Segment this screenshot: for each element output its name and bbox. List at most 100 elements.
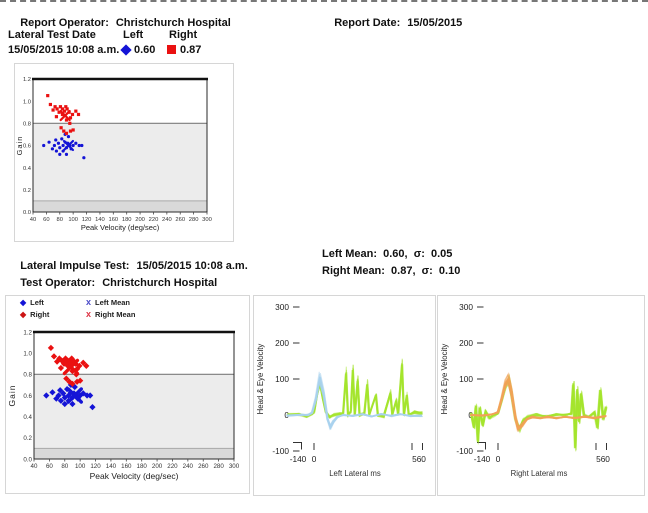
y-tick-label: 0.4 — [23, 414, 32, 421]
x-tick-label: 40 — [30, 217, 36, 223]
report-date-value: 15/05/2015 — [407, 17, 463, 29]
page-top-edge — [0, 0, 648, 2]
x-axis-label: Right Lateral ms — [511, 469, 568, 478]
legend-item-left: ◆ Left — [20, 298, 44, 307]
data-point — [54, 149, 59, 153]
summary-right-value: 0.87 — [180, 44, 202, 56]
data-point — [64, 118, 69, 122]
impulse-test: Lateral Impulse Test: 15/05/2015 10:08 a.… — [8, 248, 248, 284]
right-diamond-icon: ◆ — [20, 310, 27, 319]
report-operator-label: Report Operator: — [20, 17, 109, 29]
y-tick-label: 200 — [459, 338, 473, 348]
x-tick-label: 240 — [183, 463, 194, 470]
mean-x-marker — [62, 139, 75, 152]
data-point — [64, 105, 68, 109]
x-axis-corner — [477, 442, 486, 450]
data-point — [64, 152, 69, 156]
gain-scatter-small-panel: 40 60 80 100 120 140 160 180 200 220 240 260 280 300 0… — [14, 63, 234, 242]
left-velocity-panel: 300 200 100 0 -100 -140 0 560 Left Lateral ms Hea… — [253, 295, 436, 496]
data-point — [62, 129, 66, 133]
gain-scatter-large-panel: ◆ Left ◆ Right x Left Mean x Right Mean 40 60… — [5, 295, 250, 494]
data-point — [68, 129, 73, 133]
impulse-test-label: Lateral Impulse Test: — [20, 260, 130, 272]
x-tick-label: 120 — [82, 217, 92, 223]
data-point — [62, 109, 67, 113]
data-point — [74, 109, 78, 113]
eye-velocity-trace — [471, 378, 607, 429]
data-point — [50, 147, 55, 151]
data-point — [47, 140, 51, 144]
gain-scatter-small-chart: 40 60 80 100 120 140 160 180 200 220 240 260 280 300 0… — [15, 77, 212, 232]
summary-col-right: Right — [169, 29, 198, 41]
x-tick-label: 180 — [122, 217, 132, 223]
data-point — [58, 152, 62, 156]
eye-velocity-trace — [470, 377, 606, 431]
y-tick-label: 0.8 — [23, 122, 31, 128]
mean-x-marker — [62, 358, 80, 376]
legend-label-left-mean: Left Mean — [95, 298, 131, 307]
eye-velocity-trace — [470, 383, 606, 429]
data-point — [65, 107, 69, 111]
x-axis-corner — [293, 442, 302, 450]
eye-velocity-trace — [470, 373, 606, 432]
eye-velocity-trace — [471, 377, 607, 430]
data-point — [60, 107, 65, 111]
data-point — [80, 143, 84, 148]
data-point — [54, 115, 59, 119]
data-point — [59, 126, 63, 130]
data-point — [55, 392, 62, 399]
x-tick-label: 80 — [61, 463, 68, 470]
test-operator-label: Test Operator: — [20, 277, 96, 289]
summary-col-test-date: Lateral Test Date — [8, 29, 96, 41]
x-tick-label: 140 — [95, 217, 105, 223]
legend-label-left: Left — [30, 298, 44, 307]
x-tick-label: 200 — [135, 217, 145, 223]
legend-label-right-mean: Right Mean — [95, 310, 136, 319]
data-point — [61, 143, 65, 148]
data-point — [82, 156, 86, 160]
x-tick-label: 80 — [57, 217, 63, 223]
summary-col-left: Left — [123, 29, 144, 41]
y-tick-label: 0.4 — [23, 166, 32, 172]
y-tick-label: 0.0 — [23, 456, 32, 463]
left-mean-x-icon: x — [86, 297, 92, 307]
legend-item-right-mean: x Right Mean — [86, 310, 136, 320]
y-tick-label: 300 — [275, 302, 289, 312]
data-point — [54, 138, 58, 142]
eye-velocity-trace — [470, 381, 606, 429]
eye-velocity-trace — [470, 380, 606, 429]
data-point — [77, 143, 81, 148]
data-point — [42, 143, 46, 148]
report-operator: Report Operator: Christchurch Hospital — [8, 5, 231, 41]
x-tick-label: 260 — [175, 217, 185, 223]
x-tick-label: 560 — [596, 454, 610, 464]
left-gain-marker-icon — [120, 44, 132, 56]
x-axis-label: Left Lateral ms — [329, 469, 381, 478]
x-tick-label: 60 — [46, 463, 53, 470]
y-tick-label: 0.8 — [23, 372, 32, 379]
gain-shaded-region — [34, 374, 234, 449]
x-tick-label: 260 — [198, 463, 209, 470]
summary-left-value: 0.60 — [134, 44, 156, 56]
data-point — [58, 105, 63, 109]
x-tick-label: 0 — [496, 454, 501, 464]
y-tick-label: 0.6 — [23, 144, 31, 150]
x-tick-label: 280 — [189, 217, 199, 223]
eye-velocity-trace — [470, 382, 606, 429]
gain-scatter-large-chart: 40 60 80 100 120 140 160 180 200 220 240 260 280 300 0… — [7, 329, 240, 481]
x-tick-label: 140 — [106, 463, 117, 470]
x-tick-label: 280 — [213, 463, 224, 470]
impulse-test-value: 15/05/2015 10:08 a.m. — [136, 260, 248, 272]
head-velocity-trace — [471, 373, 608, 452]
eye-velocity-trace — [286, 376, 423, 430]
x-tick-label: -140 — [474, 454, 491, 464]
left-diamond-icon: ◆ — [20, 298, 27, 307]
data-point — [60, 137, 64, 141]
y-tick-label: 0.0 — [23, 210, 31, 216]
data-point — [56, 141, 61, 145]
data-point — [71, 128, 75, 132]
x-tick-label: 100 — [68, 217, 78, 223]
y-tick-label: -100 — [456, 446, 473, 456]
